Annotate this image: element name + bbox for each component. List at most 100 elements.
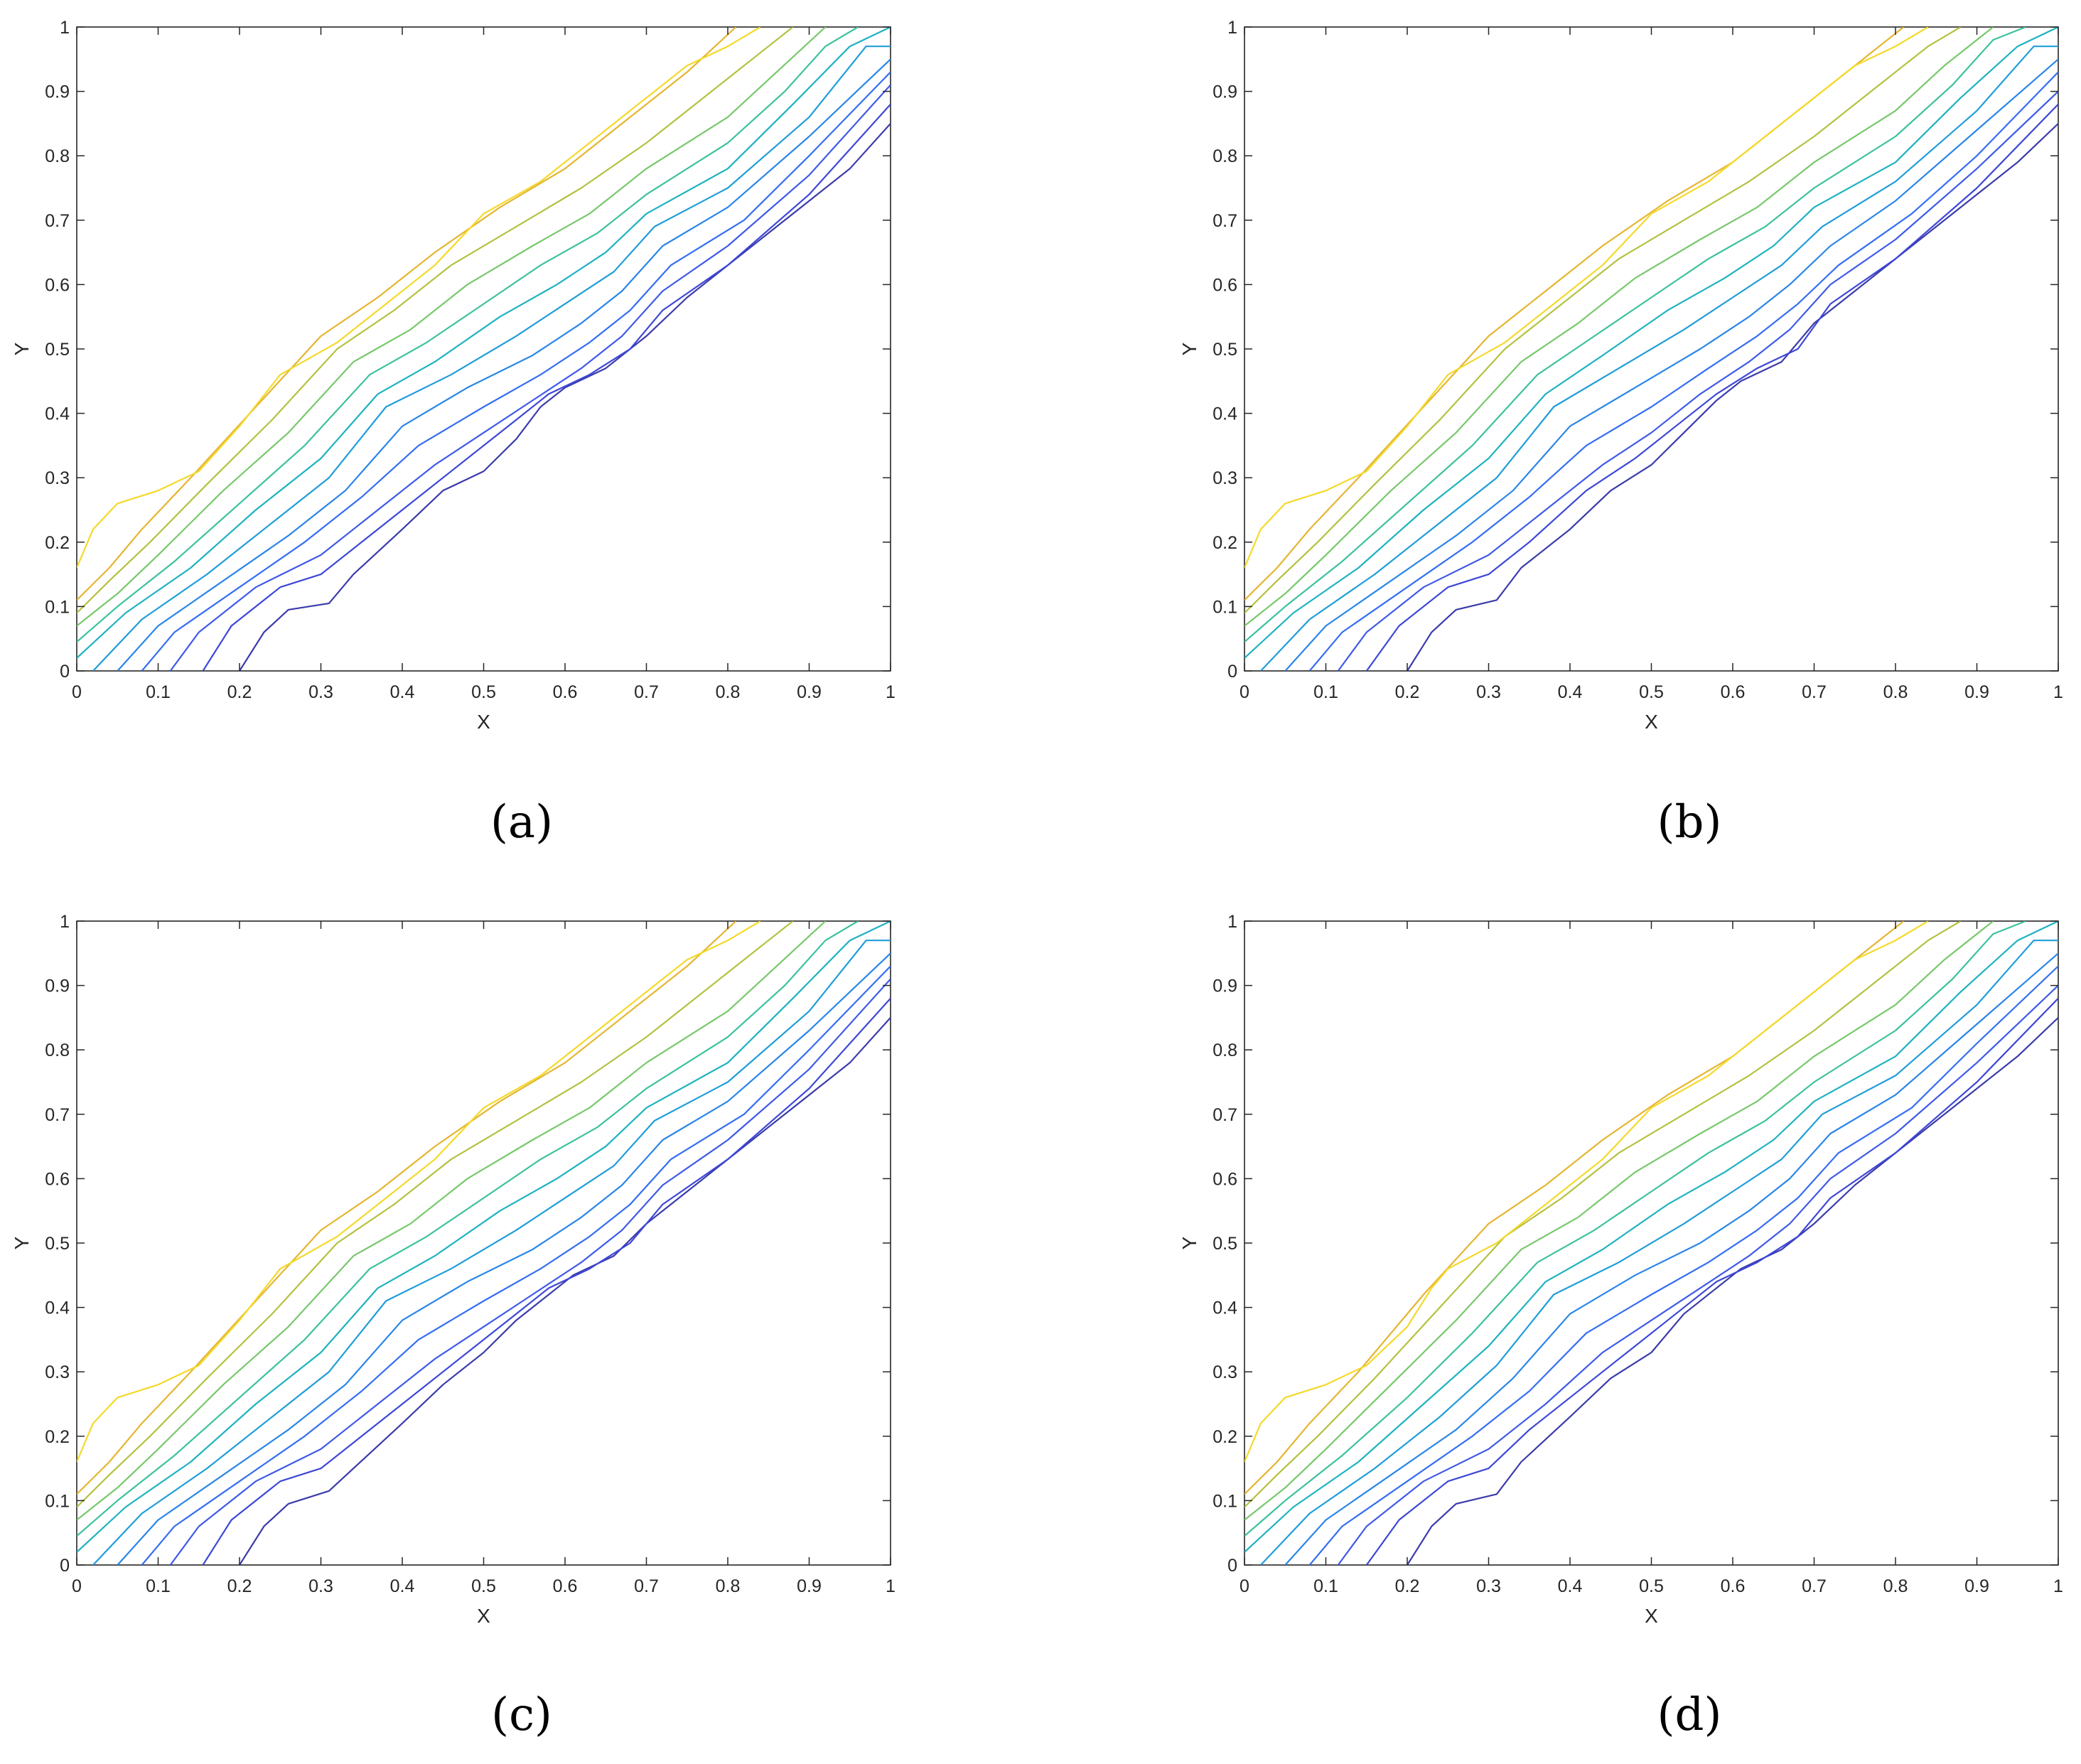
contour-level-7 (77, 921, 891, 1553)
panel-d: 0 0.1 0.2 0.3 0.4 0.5 0.6 0.7 0.8 0.9 1 0 0.1 0.2 0.3 0… (1178, 912, 2063, 1627)
contour-level-10 (1244, 921, 1962, 1508)
y-tick-label: 0.3 (45, 468, 70, 488)
contour-level-10 (1244, 27, 1962, 614)
contour-level-5 (1284, 952, 2058, 1565)
x-axis-label: X (1645, 1605, 1658, 1627)
y-tick-label: 0.5 (45, 340, 70, 360)
plot-frame (76, 26, 891, 672)
y-tick-label: 0.7 (45, 1105, 70, 1125)
contour-lines (1244, 27, 2058, 671)
contour-level-4 (1308, 71, 2058, 671)
y-tick-label: 0.1 (45, 1491, 70, 1511)
x-tick-label: 1 (886, 1576, 896, 1596)
contour-level-3 (169, 978, 891, 1565)
contour-level-3 (169, 84, 891, 671)
y-tick-label: 0.4 (45, 1298, 70, 1318)
y-tick-label: 0 (1227, 662, 1237, 682)
y-tick-label: 0.3 (45, 1362, 70, 1382)
y-axis-label: Y (1178, 1236, 1200, 1249)
contour-level-3 (1337, 90, 2058, 671)
x-tick-label: 0.7 (634, 682, 659, 702)
x-tick-label: 0.5 (471, 682, 496, 702)
x-tick-label: 0.2 (1395, 1576, 1420, 1596)
panel-b-caption: (b) (1657, 796, 1722, 849)
contour-level-10 (77, 27, 794, 614)
y-tick-label: 0.7 (1212, 1105, 1237, 1125)
contour-level-9 (77, 921, 827, 1521)
contour-level-1 (1407, 1017, 2058, 1565)
x-tick-label: 0.8 (716, 1576, 741, 1596)
contour-level-8 (1244, 921, 2026, 1537)
x-tick-label: 0.3 (308, 682, 333, 702)
x-tick-label: 0.6 (553, 682, 578, 702)
y-tick-label: 0.2 (45, 533, 70, 553)
y-axis-label: Y (1178, 342, 1200, 355)
x-tick-label: 0.3 (308, 1576, 333, 1596)
x-tick-label: 0.3 (1476, 1576, 1501, 1596)
x-tick-label: 0.9 (797, 1576, 822, 1596)
y-tick-label: 0.7 (1212, 211, 1237, 231)
y-tick-label: 0.1 (1212, 597, 1237, 617)
x-tick-label: 0.9 (797, 682, 822, 702)
y-axis-label: Y (11, 342, 33, 355)
contour-level-6 (92, 940, 891, 1565)
x-tick-label: 0.8 (1883, 682, 1908, 702)
contour-lines (1244, 921, 2058, 1565)
x-tick-label: 0.7 (634, 1576, 659, 1596)
x-tick-label: 0.4 (1558, 682, 1583, 702)
contour-level-9 (77, 27, 827, 627)
x-tick-label: 0.6 (1721, 1576, 1746, 1596)
contour-level-9 (1244, 27, 1994, 627)
x-tick-label: 0.4 (390, 1576, 415, 1596)
contour-level-2 (202, 997, 891, 1565)
contour-level-11 (77, 921, 737, 1495)
x-tick-label: 0.6 (553, 1576, 578, 1596)
y-tick-label: 1 (60, 912, 70, 932)
x-tick-label: 0.6 (1721, 682, 1746, 702)
y-tick-label: 0 (60, 1556, 70, 1576)
x-tick-label: 0.8 (1883, 1576, 1908, 1596)
x-tick-label: 0.1 (1313, 1576, 1338, 1596)
panel-d-caption: (d) (1657, 1689, 1722, 1741)
x-tick-label: 1 (2053, 682, 2063, 702)
x-tick-label: 0.5 (1639, 1576, 1664, 1596)
x-tick-label: 1 (2053, 1576, 2063, 1596)
y-tick-label: 0.6 (1212, 275, 1237, 295)
contour-level-12 (1244, 27, 1929, 569)
x-axis-label: X (477, 1605, 490, 1627)
y-tick-label: 0.3 (1212, 468, 1237, 488)
contour-level-8 (1244, 27, 2026, 643)
y-tick-label: 0.9 (1212, 977, 1237, 996)
y-tick-label: 0.8 (1212, 146, 1237, 166)
contour-level-11 (77, 27, 737, 601)
y-tick-label: 0.6 (45, 1169, 70, 1189)
y-tick-label: 0.2 (1212, 533, 1237, 553)
y-tick-label: 0.3 (1212, 1362, 1237, 1382)
y-tick-label: 0.9 (45, 977, 70, 996)
x-tick-label: 0.7 (1802, 682, 1827, 702)
contour-level-12 (1244, 921, 1929, 1463)
contour-level-1 (1407, 123, 2058, 671)
contour-level-10 (77, 921, 794, 1508)
y-tick-label: 0.9 (1212, 82, 1237, 102)
contour-level-7 (1244, 27, 2058, 659)
x-tick-label: 0.3 (1476, 682, 1501, 702)
plot-frame (76, 920, 891, 1566)
contour-level-2 (1365, 997, 2058, 1565)
x-tick-label: 0.4 (390, 682, 415, 702)
x-axis-label: X (1645, 711, 1658, 733)
y-tick-label: 0.5 (1212, 1234, 1237, 1254)
panel-c: 0 0.1 0.2 0.3 0.4 0.5 0.6 0.7 0.8 0.9 1 0 0.1 0.2 0.3 0… (11, 912, 896, 1627)
x-tick-label: 0.1 (146, 682, 171, 702)
y-tick-label: 1 (1227, 912, 1237, 932)
y-tick-label: 0.6 (1212, 1169, 1237, 1189)
x-tick-label: 1 (886, 682, 896, 702)
y-tick-label: 0.2 (1212, 1427, 1237, 1447)
contour-level-7 (77, 27, 891, 659)
x-tick-label: 0.5 (471, 1576, 496, 1596)
x-tick-label: 0.8 (716, 682, 741, 702)
contour-level-5 (117, 952, 891, 1565)
x-tick-label: 0.2 (1395, 682, 1420, 702)
